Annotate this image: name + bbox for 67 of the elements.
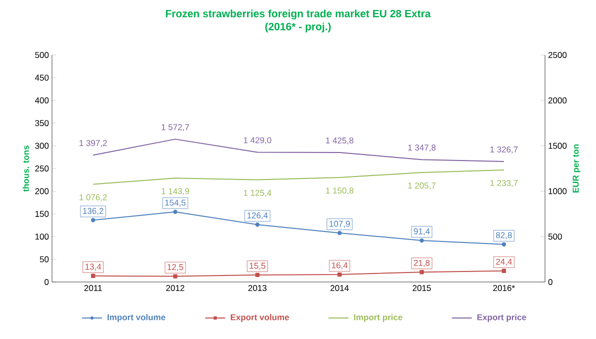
- x-tick-label: 2012: [166, 285, 184, 292]
- data-label: 107,9: [330, 220, 350, 228]
- legend-label: Import volume: [108, 314, 166, 322]
- data-label: 1 425,8: [326, 137, 354, 144]
- y-axis-title: thous. tons: [22, 146, 29, 192]
- point: [173, 274, 178, 278]
- y2-tick-label: 2000: [548, 97, 567, 104]
- data-label: 1 233,7: [490, 180, 518, 188]
- data-label: 1 397,2: [80, 140, 107, 148]
- point: [255, 272, 260, 278]
- data-label: 1 205,7: [408, 182, 436, 190]
- y-tick-label: 50: [40, 256, 49, 262]
- y2-tick-label: 1000: [548, 188, 567, 194]
- legend-label: Export price: [477, 314, 526, 322]
- y2-tick-label: 0: [548, 278, 552, 285]
- data-label: 1 429,0: [244, 137, 272, 144]
- point: [337, 272, 342, 277]
- legend-label: Import price: [354, 314, 402, 322]
- data-label: 136,2: [83, 208, 104, 215]
- data-label: 1 347,8: [408, 144, 436, 152]
- y-tick-label: 100: [35, 234, 49, 240]
- y-tick-label: 0: [44, 278, 49, 285]
- y-tick-label: 200: [35, 188, 49, 194]
- data-label: 1 143,9: [162, 188, 190, 196]
- x-tick-label: 2015: [412, 285, 431, 292]
- point: [502, 242, 506, 246]
- data-label: 91,4: [414, 228, 430, 236]
- data-label: 24,4: [496, 258, 512, 266]
- data-label: 1 076,2: [80, 194, 107, 202]
- data-label: 1 326,7: [490, 146, 518, 154]
- point: [337, 230, 342, 236]
- data-label: 82,8: [496, 232, 512, 240]
- y-tick-label: 350: [35, 120, 49, 126]
- y-tick-label: 400: [34, 97, 49, 104]
- chart-subtitle: (2016* - proj.): [265, 22, 331, 32]
- data-label: 15,5: [250, 262, 266, 270]
- point: [90, 274, 96, 278]
- y2-axis-title: EUR per ton: [572, 144, 580, 192]
- legend-label: Export volume: [230, 314, 289, 322]
- y-tick-label: 450: [34, 74, 49, 81]
- data-label: 1 572,7: [162, 124, 189, 132]
- point: [90, 218, 96, 222]
- chart-title: Frozen strawberries foreign trade market EU 28 Extra: [166, 10, 431, 20]
- y2-tick-label: 500: [548, 234, 562, 240]
- data-label: 1 150,8: [326, 188, 354, 195]
- y-tick-label: 500: [35, 52, 49, 58]
- data-label: 1 125,4: [244, 190, 272, 197]
- x-tick-label: 2016*: [493, 285, 515, 292]
- data-label: 12,5: [168, 264, 184, 272]
- point: [502, 268, 506, 274]
- data-label: 154,5: [165, 200, 186, 207]
- data-label: 21,8: [414, 260, 430, 267]
- point: [420, 238, 424, 243]
- data-label: 126,4: [247, 212, 268, 220]
- data-label: 13,4: [85, 264, 102, 271]
- point: [173, 210, 178, 214]
- x-tick-label: 2011: [84, 285, 102, 292]
- y-tick-label: 150: [35, 210, 49, 217]
- x-tick-label: 2014: [330, 285, 349, 292]
- point: [255, 222, 260, 227]
- y2-tick-label: 1500: [548, 142, 567, 149]
- y-tick-label: 300: [35, 142, 49, 149]
- point: [420, 270, 424, 274]
- x-tick-label: 2013: [248, 285, 267, 292]
- y-tick-label: 250: [35, 165, 49, 172]
- data-label: 16,4: [332, 262, 348, 270]
- y2-tick-label: 2500: [548, 52, 567, 58]
